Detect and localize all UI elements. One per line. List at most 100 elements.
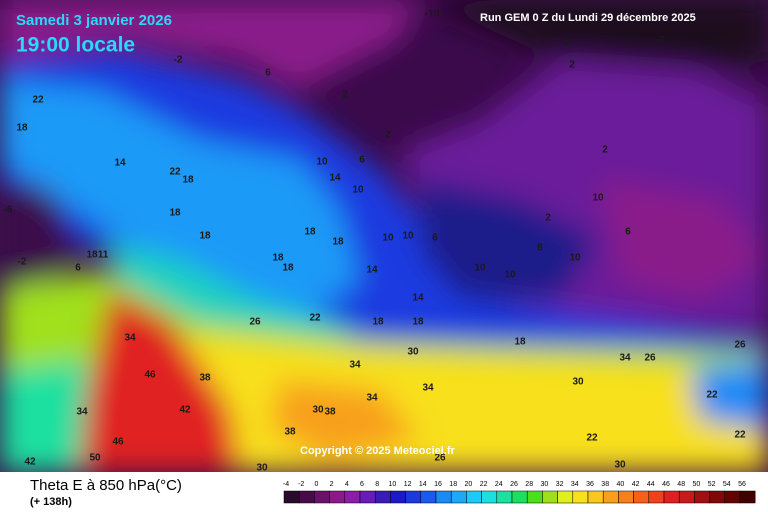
contour-label: 2 xyxy=(385,130,391,141)
contour-label: 46 xyxy=(144,370,156,381)
contour-label: 30 xyxy=(572,377,584,388)
scale-box xyxy=(526,490,543,504)
scale-box xyxy=(724,490,741,504)
contour-label: 18 xyxy=(332,237,344,248)
scale-label: 50 xyxy=(693,481,701,488)
scale-label: 54 xyxy=(723,481,731,488)
contour-label: 10 xyxy=(382,233,394,244)
scale-box xyxy=(678,490,695,504)
scale-box xyxy=(572,490,589,504)
scale-label: 0 xyxy=(314,481,318,488)
scale-box xyxy=(633,490,650,504)
scale-label: 36 xyxy=(586,481,594,488)
contour-label: -2 xyxy=(561,38,570,49)
scale-label: 10 xyxy=(389,481,397,488)
contour-label: 38 xyxy=(199,373,211,384)
scale-label: 20 xyxy=(465,481,473,488)
scale-label: 28 xyxy=(525,481,533,488)
scale-label: 34 xyxy=(571,481,579,488)
contour-label: 46 xyxy=(112,437,124,448)
map: 2218142218181811186-2-6-2622610141018181… xyxy=(0,0,768,474)
contour-label: 6 xyxy=(432,233,438,244)
color-scale: -4 -2 0 2 4 6 8 10 12 14 16 18 20 22 24 26 28 30 32 34 36 38 4… xyxy=(283,481,756,504)
scale-box xyxy=(648,490,665,504)
contour-label: 34 xyxy=(124,333,136,344)
contour-label: 30 xyxy=(614,460,626,471)
scale-box xyxy=(511,490,528,504)
scale-label: -2 xyxy=(298,481,304,488)
contour-label: 18 xyxy=(169,208,181,219)
scale-box xyxy=(709,490,726,504)
contour-label: 38 xyxy=(324,407,336,418)
contour-label: 42 xyxy=(24,457,36,468)
contour-label: 10 xyxy=(569,253,581,264)
contour-label: 22 xyxy=(706,390,718,401)
contour-label: 18 xyxy=(514,337,526,348)
contour-label: 6 xyxy=(537,243,543,254)
scale-box xyxy=(694,490,710,504)
contour-label: 10 xyxy=(316,157,328,168)
scale-box xyxy=(602,490,619,504)
contour-label: 22 xyxy=(169,167,181,178)
scale-box xyxy=(298,490,315,504)
scale-box xyxy=(450,490,467,504)
contour-label: 26 xyxy=(644,353,656,364)
contour-label: 50 xyxy=(89,453,101,464)
scale-box xyxy=(739,490,756,504)
scale-box xyxy=(359,490,376,504)
scale-box xyxy=(329,490,346,504)
contour-label: 14 xyxy=(412,293,424,304)
contour-label: 6 xyxy=(625,227,631,238)
scale-label: 44 xyxy=(647,481,655,488)
contour-label: 2 xyxy=(342,90,348,101)
scale-label: 4 xyxy=(345,481,349,488)
scale-label: 22 xyxy=(480,481,488,488)
contour-label: 18 xyxy=(272,253,284,264)
contour-label: 18 xyxy=(372,317,384,328)
contour-label: 10 xyxy=(474,263,486,274)
contour-label: 18 xyxy=(199,231,211,242)
contour-label: 38 xyxy=(284,427,296,438)
contour-label: 2 xyxy=(602,145,608,156)
scale-label: 18 xyxy=(449,481,457,488)
scale-box xyxy=(618,490,634,504)
contour-label: 14 xyxy=(329,173,341,184)
scale-label: 8 xyxy=(375,481,379,488)
scale-label: 24 xyxy=(495,481,503,488)
scale-box xyxy=(542,490,558,504)
map-fields xyxy=(0,0,768,472)
contour-label: 6 xyxy=(75,263,81,274)
scale-box xyxy=(314,490,330,504)
scale-box xyxy=(374,490,391,504)
contour-label: 26 xyxy=(249,317,261,328)
scale-label: 26 xyxy=(510,481,518,488)
contour-label: 22 xyxy=(309,313,321,324)
contour-label: -2 xyxy=(656,35,665,46)
contour-label: 22 xyxy=(586,433,598,444)
scale-label: 40 xyxy=(617,481,625,488)
scale-box xyxy=(390,490,406,504)
scale-box xyxy=(435,490,452,504)
contour-label: 42 xyxy=(179,405,191,416)
contour-label: 30 xyxy=(312,405,324,416)
contour-label: 34 xyxy=(349,360,361,371)
contour-label: 10 xyxy=(504,270,516,281)
scale-label: 14 xyxy=(419,481,427,488)
map-time: 19:00 locale xyxy=(16,34,135,57)
contour-label: 18 xyxy=(182,175,194,186)
run-info: Run GEM 0 Z du Lundi 29 décembre 2025 xyxy=(480,12,696,24)
scale-label: 48 xyxy=(677,481,685,488)
contour-label: 34 xyxy=(422,383,434,394)
contour-label: 30 xyxy=(407,347,419,358)
contour-label: -10 xyxy=(425,9,440,20)
contour-labels: 2218142218181811186-2-6-2622610141018181… xyxy=(4,9,746,474)
contour-label: -2 xyxy=(18,257,27,268)
scale-label: -4 xyxy=(283,481,289,488)
contour-label: -6 xyxy=(4,205,13,216)
contour-label: 6 xyxy=(359,155,365,166)
scale-label: 52 xyxy=(708,481,716,488)
contour-label: 10 xyxy=(352,185,364,196)
contour-label: -2 xyxy=(174,55,183,66)
contour-label: 18 xyxy=(86,250,98,261)
contour-label: 18 xyxy=(304,227,316,238)
